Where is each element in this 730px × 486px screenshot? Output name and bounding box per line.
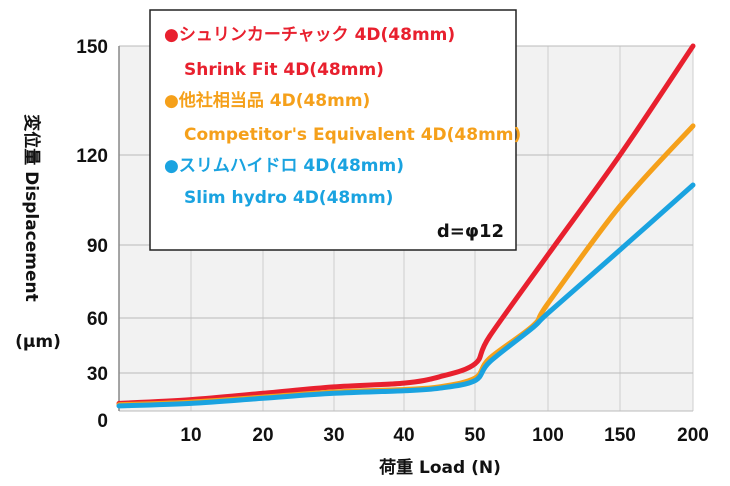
x-tick-label-2: 30: [323, 425, 344, 446]
legend-bullet-3: ●: [164, 156, 179, 176]
legend-series-3-en: Slim hydro 4D(48mm): [184, 188, 393, 208]
y-axis-ticks: 0 30 60 90 120 150: [76, 37, 108, 432]
y-tick-label-4: 120: [76, 146, 108, 167]
x-axis-ticks: 10 20 30 40 50 100 150 200: [180, 425, 708, 446]
y-tick-label-0: 0: [97, 411, 108, 432]
legend-bullet-1: ●: [164, 25, 179, 45]
legend-series-2-en: Competitor's Equivalent 4D(48mm): [184, 125, 521, 145]
series-lines: [116, 43, 696, 409]
x-axis-title: 荷重 Load (N): [379, 457, 501, 478]
legend: ●シュリンカーチャック 4D(48mm) Shrink Fit 4D(48mm)…: [149, 9, 521, 251]
y-axis-unit: (μm): [15, 332, 61, 352]
x-tick-label-3: 40: [393, 425, 414, 446]
legend-box: [149, 9, 517, 251]
series-line-1: [116, 43, 696, 406]
legend-label-3: スリムハイドロ 4D(48mm): [179, 156, 404, 176]
legend-series-3-ja: ●スリムハイドロ 4D(48mm): [164, 156, 404, 176]
x-tick-label-4: 50: [464, 425, 485, 446]
y-tick-label-3: 90: [87, 236, 108, 257]
legend-bullet-2: ●: [164, 91, 179, 111]
x-tick-label-0: 10: [180, 425, 201, 446]
y-tick-label-2: 60: [87, 309, 108, 330]
y-axis-title: 変位量 Displacement: [21, 114, 42, 302]
y-tick-label-1: 30: [87, 364, 108, 385]
legend-label-2: 他社相当品 4D(48mm): [178, 90, 370, 111]
legend-series-1-en: Shrink Fit 4D(48mm): [184, 60, 384, 80]
legend-label-1: シュリンカーチャック 4D(48mm): [179, 25, 455, 45]
legend-series-2-ja: ●他社相当品 4D(48mm): [164, 90, 370, 111]
x-tick-label-7: 200: [677, 425, 709, 446]
x-tick-label-6: 150: [604, 425, 636, 446]
series-line-3: [116, 182, 696, 409]
legend-series-1-ja: ●シュリンカーチャック 4D(48mm): [164, 25, 455, 45]
diameter-note: d=φ12: [437, 221, 504, 242]
x-tick-label-1: 20: [252, 425, 273, 446]
y-tick-label-5: 150: [76, 37, 108, 58]
x-tick-label-5: 100: [532, 425, 564, 446]
